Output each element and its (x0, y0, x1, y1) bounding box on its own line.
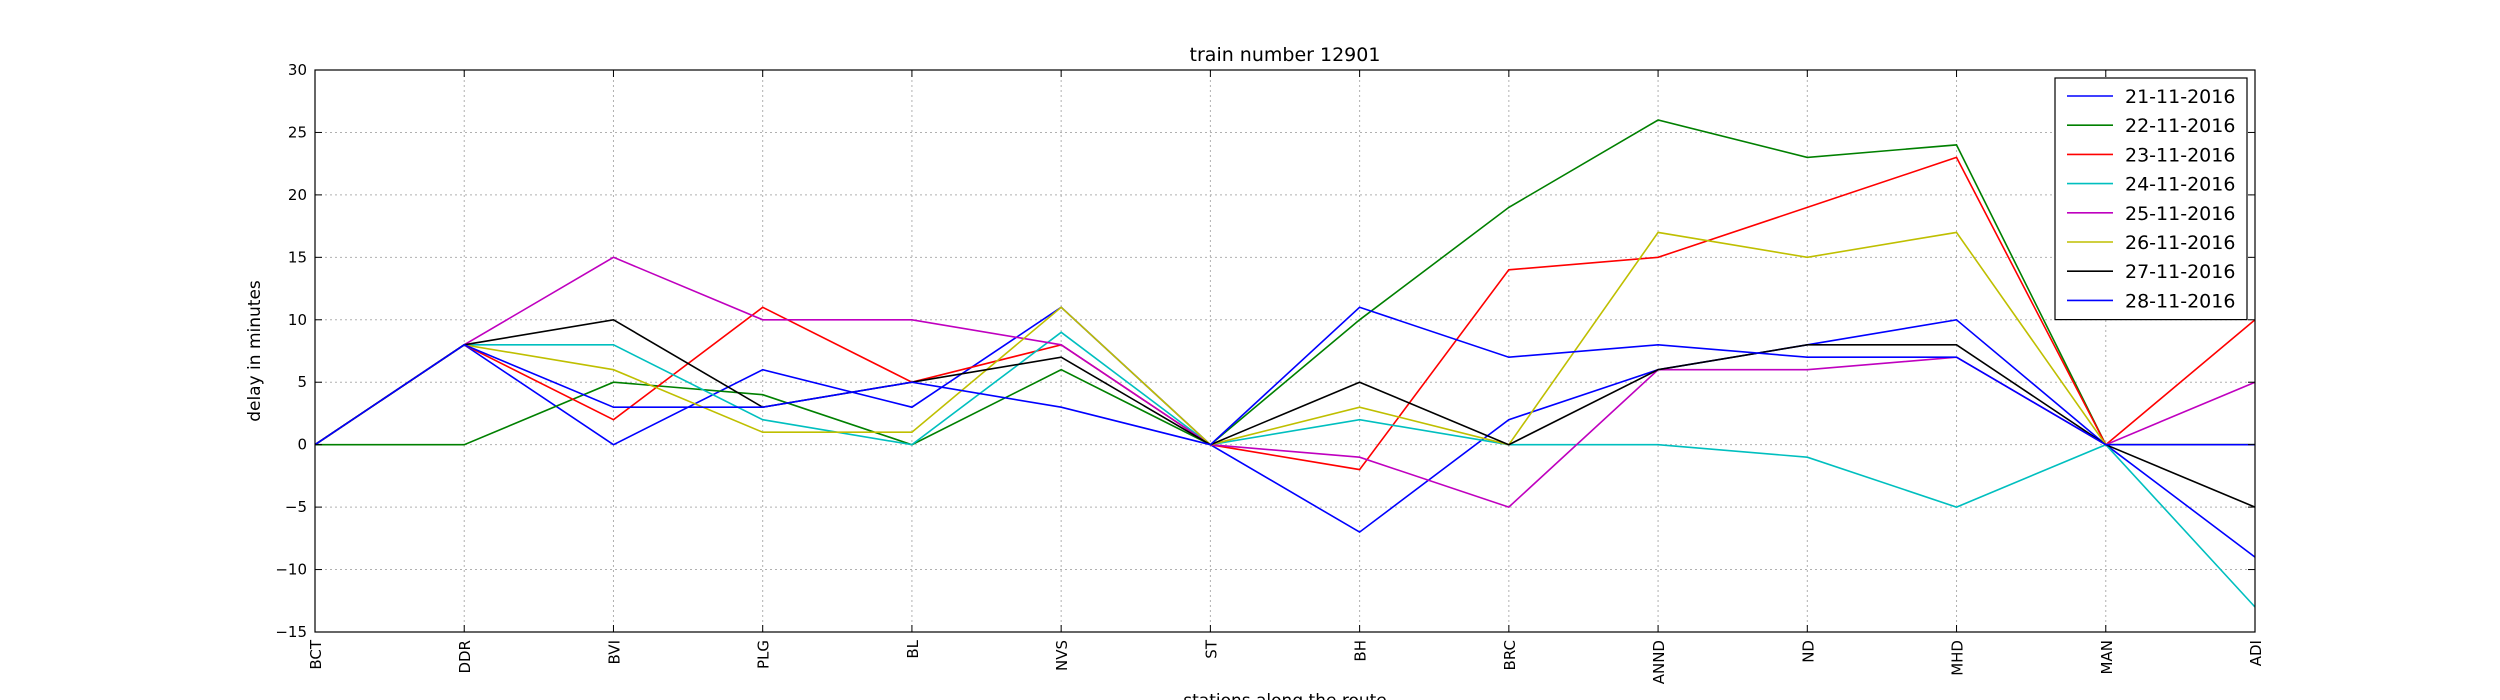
y-tick-labels: −15 −10 −5 0 5 10 15 20 25 30 (275, 61, 307, 641)
x-tick-label: ST (1202, 639, 1220, 659)
y-tick-label: −15 (275, 623, 307, 641)
legend-label: 23-11-2016 (2125, 144, 2235, 166)
plot-frame (314, 69, 2256, 633)
series-line-25-11-2016 (314, 256, 2256, 509)
y-tick-label: 30 (288, 61, 307, 79)
legend-label: 26-11-2016 (2125, 232, 2235, 254)
x-tick-label: BL (904, 639, 922, 658)
chart-title: train number 12901 (1190, 44, 1381, 66)
x-tick-label: ND (1799, 640, 1817, 663)
y-tick-label: 20 (288, 186, 307, 204)
x-tick-label: MAN (2098, 640, 2116, 674)
x-tick-label: BCT (307, 639, 325, 670)
x-tick-labels: BCT DDR BVI PLG BL NVS ST BH BRC ANND ND MHD MAN ADI (307, 639, 2265, 684)
x-tick-label: PLG (755, 640, 773, 669)
legend-label: 22-11-2016 (2125, 115, 2235, 137)
legend: 21-11-2016 22-11-2016 23-11-2016 24-11-2016… (2054, 77, 2248, 321)
legend-label: 25-11-2016 (2125, 203, 2235, 225)
x-tick-label: NVS (1053, 640, 1071, 671)
y-tick-label: −5 (285, 498, 307, 516)
series-lines (314, 119, 2256, 608)
y-tick-label: 25 (288, 123, 307, 141)
y-axis-title: delay in minutes (245, 280, 265, 422)
x-tick-label: DDR (456, 640, 474, 674)
y-tick-label: 5 (297, 373, 307, 391)
y-tick-label: 0 (297, 436, 307, 454)
legend-box (2054, 77, 2248, 321)
grid-lines (314, 69, 2256, 633)
series-line-21-11-2016 (314, 306, 2256, 558)
series-line-22-11-2016 (315, 119, 2255, 446)
x-tick-label: ANND (1650, 640, 1668, 684)
y-tick-label: 10 (288, 311, 307, 329)
series-line-28-11-2016 (314, 306, 2255, 446)
legend-label: 28-11-2016 (2125, 290, 2235, 312)
x-tick-label: MHD (1949, 640, 1967, 676)
x-tick-label: ADI (2247, 640, 2265, 666)
axis-ticks (314, 69, 2256, 633)
y-tick-label: −10 (275, 561, 307, 579)
legend-label: 21-11-2016 (2125, 86, 2235, 108)
series-line-27-11-2016 (314, 318, 2256, 508)
legend-label: 24-11-2016 (2125, 174, 2235, 196)
y-tick-label: 15 (288, 248, 307, 266)
x-tick-label: BRC (1501, 640, 1519, 670)
series-line-24-11-2016 (314, 331, 2256, 608)
legend-label: 27-11-2016 (2125, 261, 2235, 283)
x-tick-label: BVI (605, 640, 623, 665)
series-line-26-11-2016 (314, 231, 2255, 446)
series-line-23-11-2016 (314, 156, 2256, 471)
x-tick-label: BH (1352, 640, 1370, 662)
x-axis-title: stations along the route (1183, 691, 1387, 700)
